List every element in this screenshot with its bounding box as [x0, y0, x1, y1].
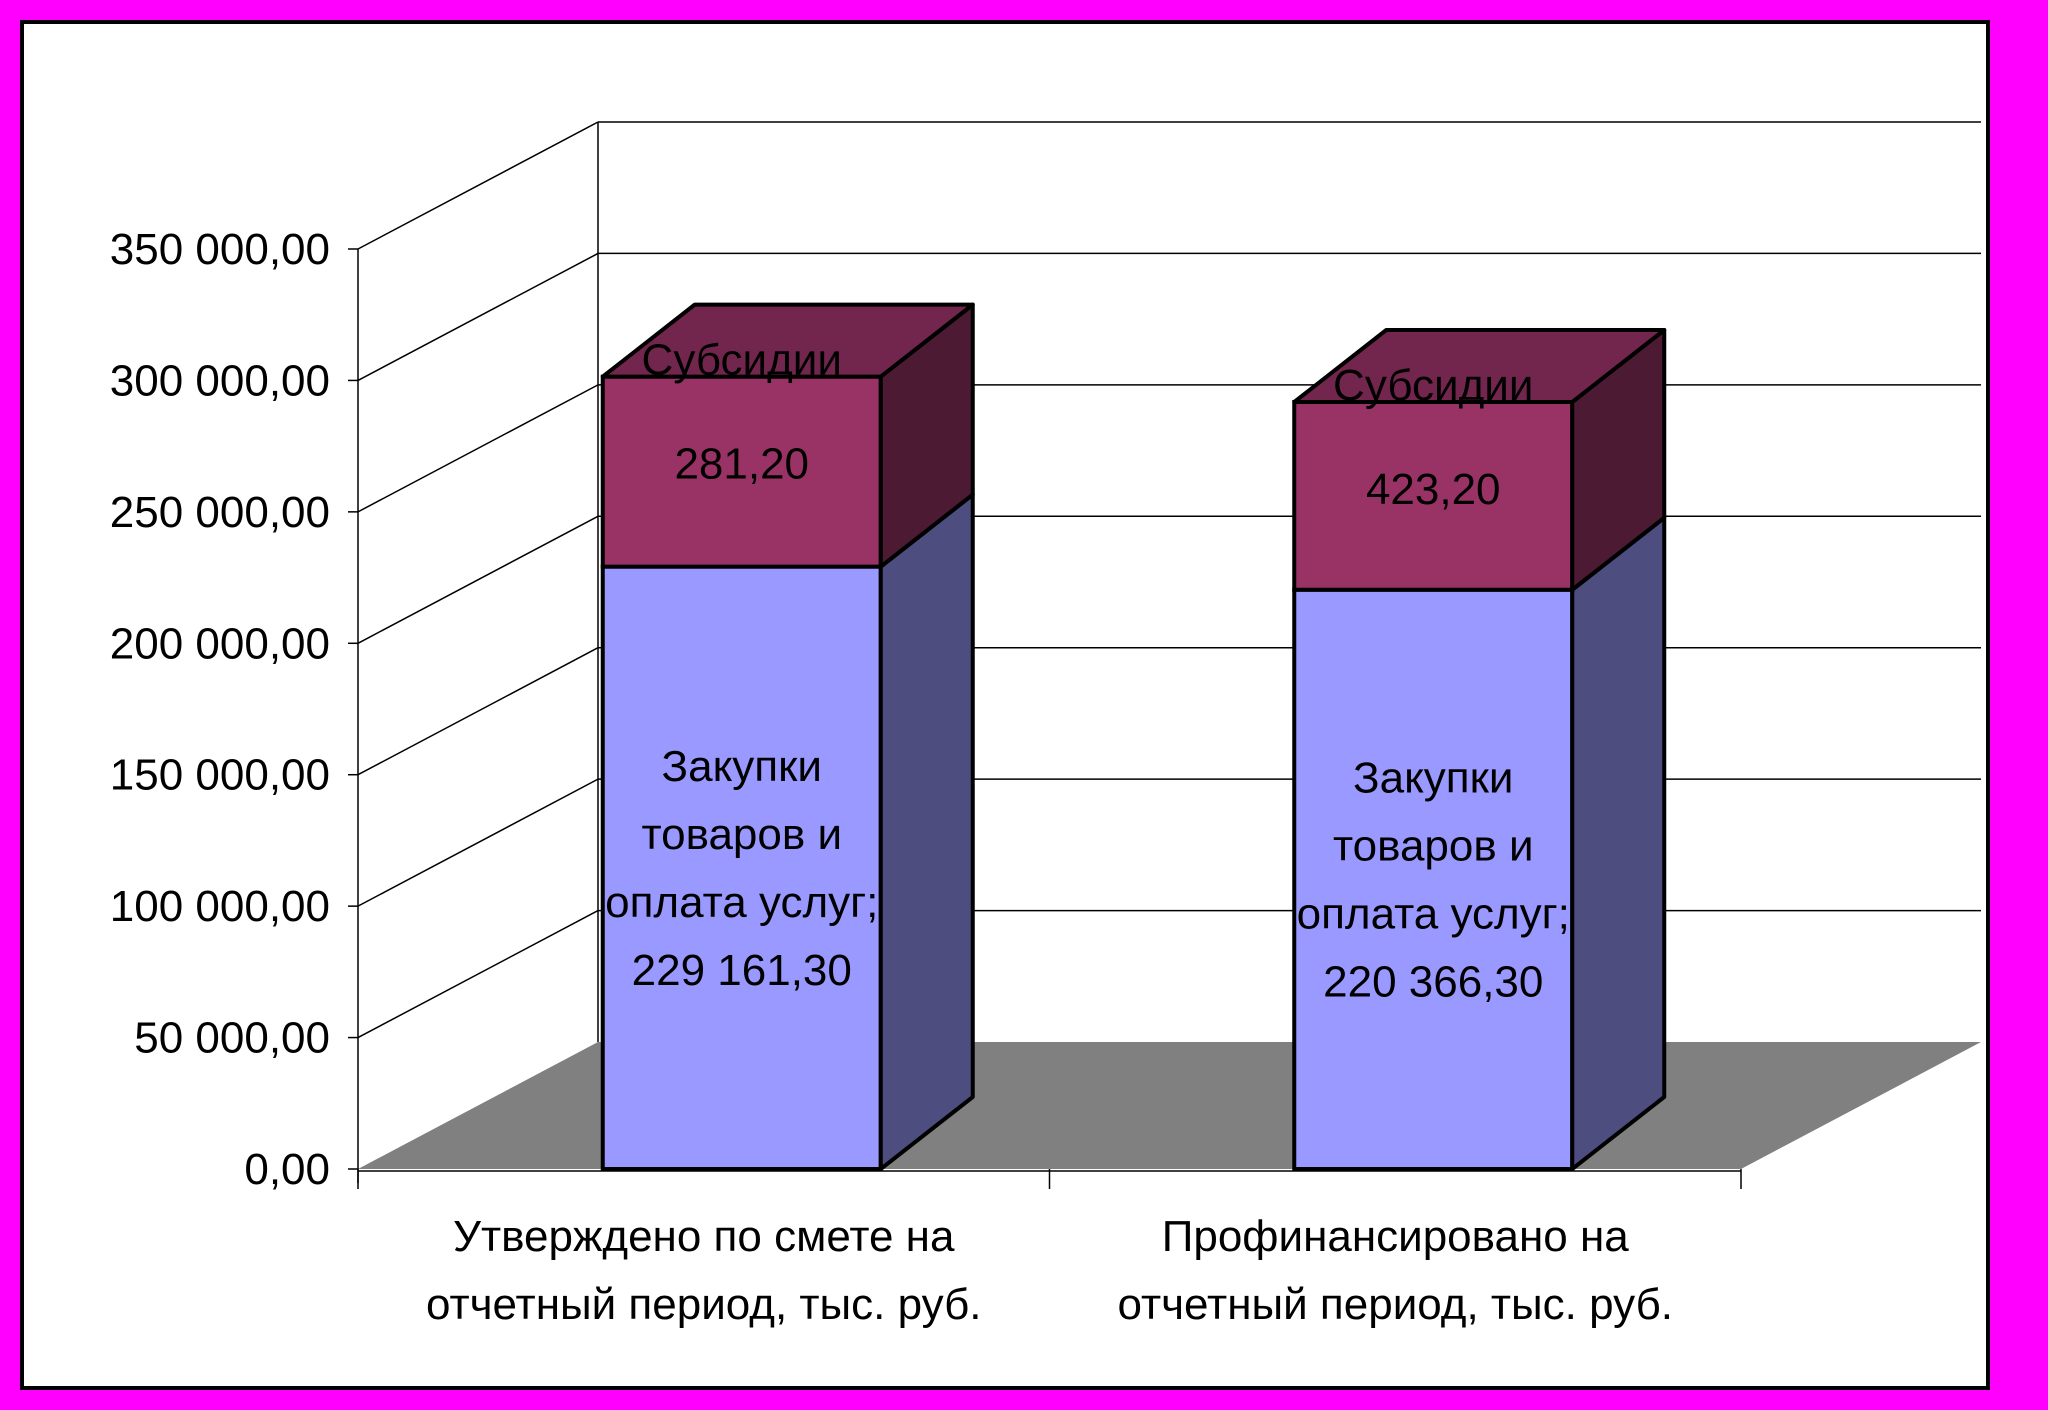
y-tick-label: 100 000,00 [110, 882, 330, 931]
y-axis: 0,00 50 000,00 100 000,00 150 000,00 200 000… [110, 122, 599, 1194]
bar-segment [600, 492, 975, 1171]
side-gridline [357, 515, 599, 644]
x-axis: Утверждено по смете на отчетный период, т… [357, 1169, 1742, 1329]
side-gridline [357, 121, 599, 250]
side-gridline [357, 647, 599, 776]
bar-segment [1292, 328, 1667, 592]
side-gridline [357, 384, 599, 513]
y-tick-label: 0,00 [244, 1145, 330, 1194]
data-label: Закупки товаров и оплата услуг; 229 161,30 [605, 742, 878, 995]
bar-side [878, 492, 975, 1171]
bar-segment [1292, 515, 1667, 1171]
data-label: Закупки товаров и оплата услуг; 220 366,30 [1297, 753, 1570, 1006]
data-label: Субсидии 281,20 [642, 336, 842, 489]
y-tick-label: 200 000,00 [110, 619, 330, 668]
side-gridline [357, 778, 599, 907]
bars [600, 302, 1667, 1171]
y-tick-label: 50 000,00 [134, 1014, 330, 1063]
bar-front [600, 564, 883, 1171]
bar-front [1292, 400, 1575, 592]
y-tick-label: 350 000,00 [110, 225, 330, 274]
stacked-bar-chart: 0,00 50 000,00 100 000,00 150 000,00 200 000… [110, 121, 1981, 1329]
side-gridline [357, 909, 599, 1039]
bar-top [1292, 328, 1667, 405]
side-gridline [357, 252, 599, 382]
y-tick-label: 150 000,00 [110, 751, 330, 800]
chart-frame: 0,00 50 000,00 100 000,00 150 000,00 200 000… [20, 20, 1990, 1390]
x-category-label: Профинансировано на отчетный период, тыс.… [1117, 1212, 1673, 1329]
y-tick-label: 300 000,00 [110, 356, 330, 405]
bar-side [1570, 515, 1667, 1171]
bar-top [600, 302, 975, 379]
bar-segment [600, 302, 975, 569]
data-label: Субсидии 423,20 [1333, 361, 1533, 514]
y-tick-label: 250 000,00 [110, 488, 330, 537]
x-category-label: Утверждено по смете на отчетный период, т… [426, 1212, 982, 1329]
data-labels: Закупки товаров и оплата услуг; 229 161,30 С… [605, 336, 1570, 1007]
bar-front [1292, 587, 1575, 1171]
